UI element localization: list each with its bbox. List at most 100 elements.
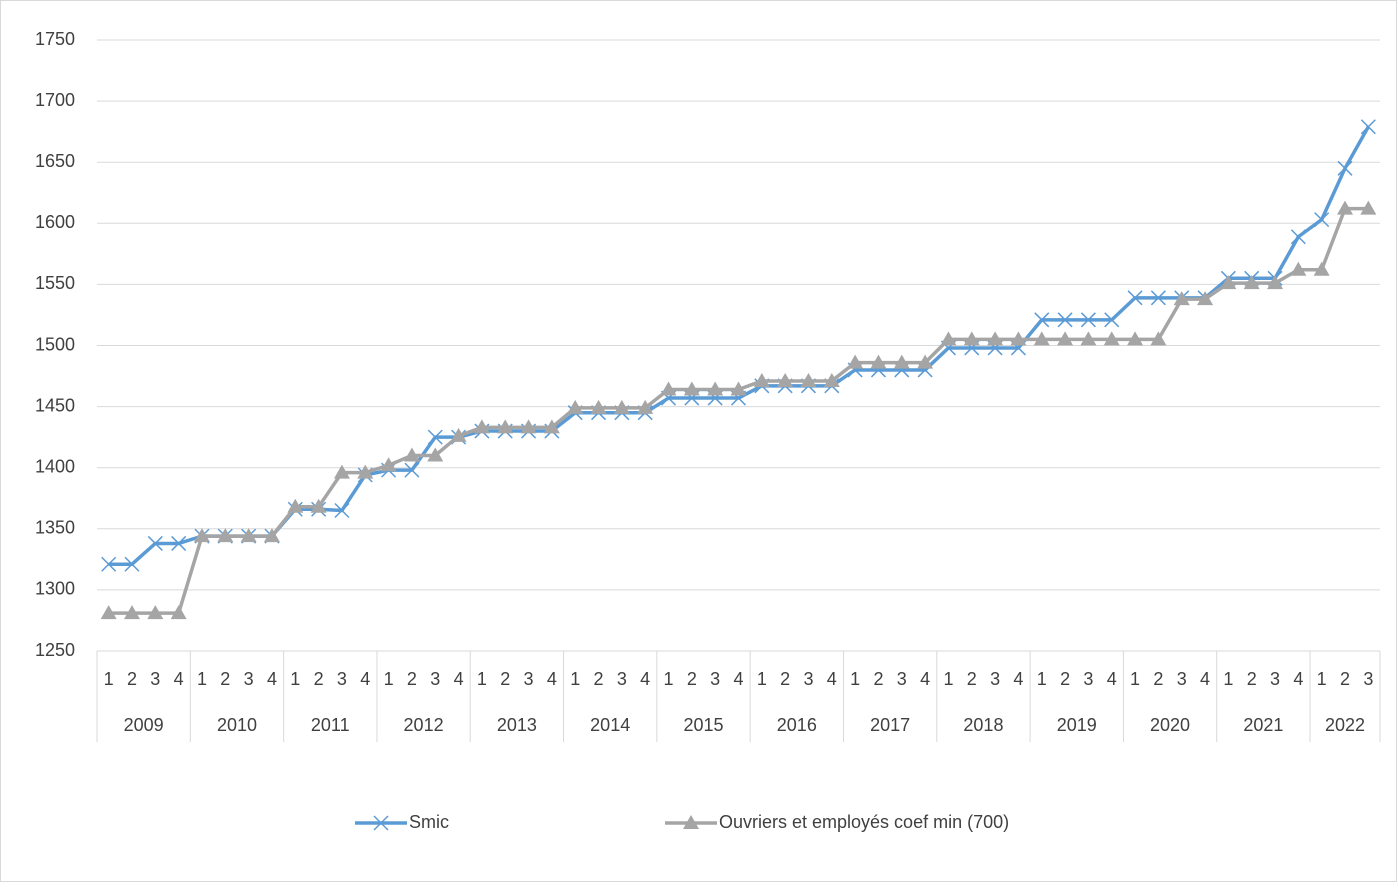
- marker: [1127, 290, 1143, 306]
- x-tick-label: 4: [267, 669, 277, 689]
- marker: [263, 528, 280, 543]
- marker: [520, 419, 537, 434]
- marker: [1360, 200, 1377, 215]
- marker: [123, 605, 140, 620]
- marker: [707, 381, 724, 396]
- x-tick-label: 3: [430, 669, 440, 689]
- x-tick-label: 2: [1340, 669, 1350, 689]
- marker: [1127, 331, 1144, 346]
- marker: [917, 354, 934, 369]
- y-tick-label: 1300: [35, 579, 75, 599]
- x-tick-label: 4: [1200, 669, 1210, 689]
- x-tick-label: 3: [1177, 669, 1187, 689]
- x-tick-label: 2: [500, 669, 510, 689]
- marker: [893, 354, 910, 369]
- marker: [403, 447, 420, 462]
- x-tick-label: 2: [220, 669, 230, 689]
- x-tick-label: 3: [1083, 669, 1093, 689]
- x-tick-label: 1: [1317, 669, 1327, 689]
- x-group-label: 2017: [870, 715, 910, 735]
- marker: [147, 535, 163, 551]
- legend-label: Smic: [409, 812, 449, 832]
- y-tick-label: 1650: [35, 151, 75, 171]
- marker: [1010, 331, 1027, 346]
- marker: [1057, 312, 1073, 328]
- x-tick-label: 3: [897, 669, 907, 689]
- marker: [1267, 275, 1284, 290]
- marker: [1360, 119, 1376, 135]
- marker: [287, 498, 304, 513]
- marker: [171, 535, 187, 551]
- x-tick-label: 4: [1013, 669, 1023, 689]
- x-tick-label: 1: [197, 669, 207, 689]
- x-tick-label: 3: [524, 669, 534, 689]
- x-group-label: 2021: [1243, 715, 1283, 735]
- marker: [357, 464, 374, 479]
- x-group-label: 2019: [1057, 715, 1097, 735]
- marker: [1313, 261, 1330, 276]
- marker: [613, 399, 630, 414]
- marker: [1220, 275, 1237, 290]
- x-tick-label: 4: [360, 669, 370, 689]
- x-tick-label: 1: [850, 669, 860, 689]
- x-tick-label: 1: [757, 669, 767, 689]
- marker: [1034, 312, 1050, 328]
- x-tick-label: 2: [967, 669, 977, 689]
- x-tick-label: 3: [337, 669, 347, 689]
- marker: [1337, 160, 1353, 176]
- marker: [660, 381, 677, 396]
- marker: [310, 498, 327, 513]
- x-tick-label: 2: [594, 669, 604, 689]
- x-tick-label: 3: [244, 669, 254, 689]
- marker: [1314, 212, 1330, 228]
- x-tick-label: 3: [990, 669, 1000, 689]
- x-tick-label: 3: [710, 669, 720, 689]
- x-group-label: 2013: [497, 715, 537, 735]
- marker: [1337, 200, 1354, 215]
- marker: [450, 427, 467, 442]
- marker: [334, 502, 350, 519]
- x-tick-label: 4: [1107, 669, 1117, 689]
- x-tick-label: 3: [803, 669, 813, 689]
- marker: [777, 372, 794, 387]
- marker: [963, 331, 980, 346]
- marker: [217, 528, 234, 543]
- marker: [1150, 290, 1166, 306]
- x-tick-label: 1: [943, 669, 953, 689]
- x-group-label: 2011: [311, 715, 350, 735]
- marker: [683, 381, 700, 396]
- x-tick-label: 1: [1223, 669, 1233, 689]
- x-tick-label: 1: [104, 669, 114, 689]
- x-group-label: 2014: [590, 715, 630, 735]
- marker: [1243, 275, 1260, 290]
- x-tick-label: 2: [873, 669, 883, 689]
- marker: [1080, 331, 1097, 346]
- x-tick-label: 1: [570, 669, 580, 689]
- x-tick-label: 4: [733, 669, 743, 689]
- x-tick-label: 3: [1363, 669, 1373, 689]
- marker: [380, 457, 397, 472]
- marker: [240, 528, 257, 543]
- y-tick-label: 1250: [35, 640, 75, 660]
- x-group-label: 2020: [1150, 715, 1190, 735]
- y-tick-label: 1350: [35, 518, 75, 538]
- x-tick-label: 4: [640, 669, 650, 689]
- x-tick-label: 3: [617, 669, 627, 689]
- x-tick-label: 1: [477, 669, 487, 689]
- y-tick-label: 1750: [35, 29, 75, 49]
- marker: [543, 419, 560, 434]
- x-tick-label: 2: [1153, 669, 1163, 689]
- x-tick-label: 2: [407, 669, 417, 689]
- marker: [497, 419, 514, 434]
- y-tick-label: 1600: [35, 212, 75, 232]
- marker: [333, 464, 350, 479]
- x-group-label: 2016: [777, 715, 817, 735]
- x-group-label: 2012: [404, 715, 444, 735]
- marker: [473, 419, 490, 434]
- x-tick-label: 2: [1060, 669, 1070, 689]
- x-tick-label: 1: [1037, 669, 1047, 689]
- marker: [730, 381, 747, 396]
- x-tick-label: 2: [314, 669, 324, 689]
- marker: [1057, 331, 1074, 346]
